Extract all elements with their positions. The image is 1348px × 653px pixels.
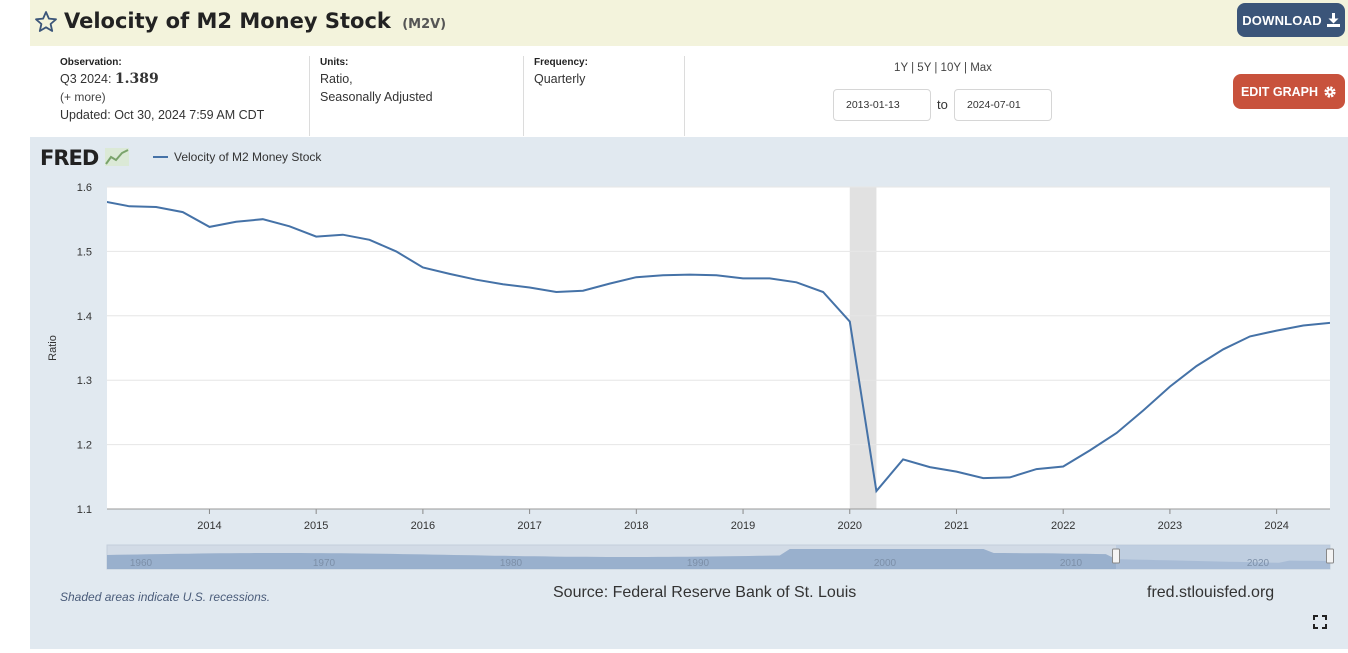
legend-swatch xyxy=(153,156,168,158)
y-axis-label: Ratio xyxy=(47,335,59,361)
units-line1: Ratio, xyxy=(320,72,353,86)
start-date-input[interactable]: 2013-01-13 xyxy=(833,89,931,121)
observation-label: Observation: xyxy=(60,57,122,68)
x-tick-label: 2023 xyxy=(1158,520,1182,532)
observation-period: Q3 2024: xyxy=(60,72,112,86)
navigator-tick-label: 2000 xyxy=(874,558,897,569)
x-tick-label: 2018 xyxy=(624,520,648,532)
legend-label: Velocity of M2 Money Stock xyxy=(174,150,322,164)
graph-panel: FRED Velocity of M2 Money Stock 1.1 1.2 1.… xyxy=(30,137,1348,649)
navigator-tick-label: 1970 xyxy=(313,558,336,569)
y-tick-label: 1.6 xyxy=(77,182,92,194)
x-tick-label: 2014 xyxy=(197,520,221,532)
x-tick-label: 2024 xyxy=(1264,520,1288,532)
fred-logo: FRED xyxy=(40,146,129,170)
range-max[interactable]: Max xyxy=(970,62,992,74)
chart-logo-icon xyxy=(104,148,129,166)
x-tick-label: 2015 xyxy=(304,520,328,532)
updated-text: Updated: Oct 30, 2024 7:59 AM CDT xyxy=(60,108,265,122)
line-chart[interactable]: 1.1 1.2 1.3 1.4 1.5 1.6 2014 2015 2016 2017 2018 20… xyxy=(30,137,1348,577)
gear-icon xyxy=(1324,85,1336,98)
range-5y[interactable]: 5Y xyxy=(917,62,932,74)
x-tick-label: 2020 xyxy=(838,520,862,532)
navigator-series xyxy=(107,549,1330,569)
units-line2: Seasonally Adjusted xyxy=(320,90,433,104)
page: Velocity of M2 Money Stock (M2V) DOWNLOA… xyxy=(30,0,1348,653)
download-label: DOWNLOAD xyxy=(1242,12,1322,28)
navigator-handle[interactable] xyxy=(1326,548,1334,564)
series-id: (M2V) xyxy=(402,17,447,32)
download-icon xyxy=(1326,13,1340,27)
end-date-input[interactable]: 2024-07-01 xyxy=(954,89,1052,121)
range-selector: 1Y | 5Y | 10Y | Max xyxy=(894,62,992,74)
navigator-tick-label: 2020 xyxy=(1247,558,1270,569)
y-tick-label: 1.3 xyxy=(77,375,92,387)
divider xyxy=(684,56,685,136)
x-tick-label: 2022 xyxy=(1051,520,1075,532)
navigator-handle[interactable] xyxy=(1112,548,1120,564)
frequency-block: Frequency: Quarterly xyxy=(534,56,684,88)
y-tick-label: 1.5 xyxy=(77,246,92,258)
title-bar: Velocity of M2 Money Stock (M2V) DOWNLOA… xyxy=(30,0,1348,46)
navigator-tick-label: 1980 xyxy=(500,558,523,569)
star-icon[interactable] xyxy=(34,10,58,34)
to-label: to xyxy=(937,97,948,112)
recession-note: Shaded areas indicate U.S. recessions. xyxy=(60,590,271,604)
observation-value: 1.389 xyxy=(114,71,159,87)
units-label: Units: xyxy=(320,57,349,68)
frequency-label: Frequency: xyxy=(534,57,588,68)
edit-graph-button[interactable]: EDIT GRAPH xyxy=(1233,74,1345,109)
series-line xyxy=(107,201,1330,494)
fullscreen-icon[interactable] xyxy=(1313,615,1327,629)
range-1y[interactable]: 1Y xyxy=(894,62,908,74)
edit-graph-label: EDIT GRAPH xyxy=(1240,84,1319,99)
x-tick-label: 2017 xyxy=(517,520,541,532)
more-link[interactable]: (+ more) xyxy=(60,90,106,104)
y-tick-label: 1.4 xyxy=(77,311,92,323)
download-button[interactable]: DOWNLOAD xyxy=(1237,3,1345,37)
x-tick-label: 2016 xyxy=(411,520,435,532)
navigator-tick-label: 2010 xyxy=(1060,558,1083,569)
divider xyxy=(523,56,524,136)
x-tick-label: 2021 xyxy=(944,520,968,532)
y-tick-label: 1.2 xyxy=(77,440,92,452)
divider xyxy=(309,56,310,136)
plot-area xyxy=(107,187,1330,509)
x-tick-label: 2019 xyxy=(731,520,755,532)
series-title: Velocity of M2 Money Stock xyxy=(64,9,391,33)
fred-logo-text: FRED xyxy=(40,146,99,170)
y-tick-label: 1.1 xyxy=(77,504,92,516)
site-link[interactable]: fred.stlouisfed.org xyxy=(1147,584,1275,601)
legend: Velocity of M2 Money Stock xyxy=(153,150,321,164)
frequency-value: Quarterly xyxy=(534,72,586,86)
range-10y[interactable]: 10Y xyxy=(940,62,961,74)
navigator-tick-label: 1990 xyxy=(687,558,710,569)
navigator-selection[interactable] xyxy=(1116,545,1330,569)
navigator-tick-label: 1960 xyxy=(130,558,153,569)
units-block: Units: Ratio, Seasonally Adjusted xyxy=(320,56,520,106)
source-text: Source: Federal Reserve Bank of St. Loui… xyxy=(553,584,857,601)
page-title: Velocity of M2 Money Stock (M2V) xyxy=(64,9,446,33)
observation-block: Observation: Q3 2024: 1.389 (+ more) Upd… xyxy=(60,56,308,124)
